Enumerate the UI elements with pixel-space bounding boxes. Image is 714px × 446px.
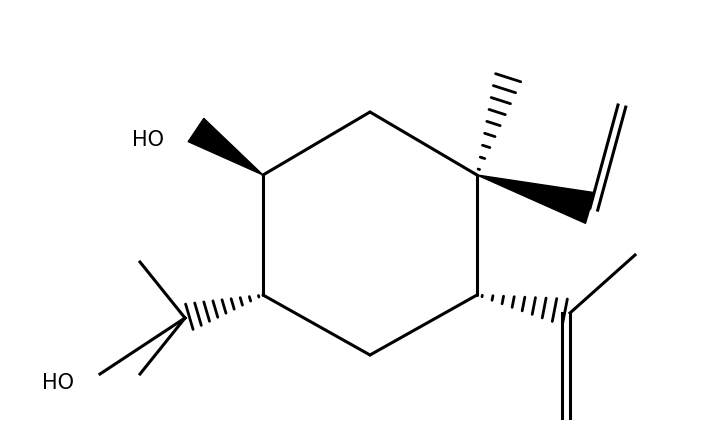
- Text: HO: HO: [42, 373, 74, 393]
- Text: HO: HO: [132, 130, 164, 150]
- Polygon shape: [477, 175, 595, 223]
- Polygon shape: [188, 118, 263, 175]
